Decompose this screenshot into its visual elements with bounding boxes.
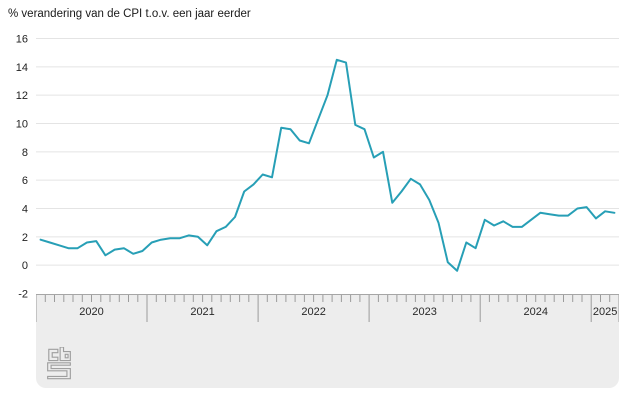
y-tick-label: 10 <box>16 119 28 131</box>
data-line <box>39 58 616 272</box>
year-label-2023: 2023 <box>412 306 437 318</box>
x-axis-ticks <box>36 295 619 322</box>
cbs-logo-letter-c <box>48 348 59 362</box>
y-tick-label: 14 <box>16 62 28 74</box>
chart-title: % verandering van de CPI t.o.v. een jaar… <box>8 8 251 20</box>
y-tick-label: 6 <box>22 175 28 187</box>
year-label-2025: 2025 <box>592 306 618 318</box>
year-label-2021: 2021 <box>190 306 215 318</box>
cbs-logo <box>47 347 71 380</box>
y-tick-label: 2 <box>22 232 28 244</box>
year-label-2022: 2022 <box>301 306 326 318</box>
y-tick-label: 0 <box>22 260 28 272</box>
y-tick-label: -2 <box>18 289 28 301</box>
cbs-logo-letter-s <box>47 362 71 380</box>
x-axis-band: 2020 2021 2022 2023 2024 2025 <box>36 294 619 388</box>
cbs-logo-letter-b <box>59 347 71 362</box>
y-tick-label: 12 <box>16 90 28 102</box>
year-label-2020: 2020 <box>79 306 104 318</box>
y-tick-label: 16 <box>16 34 28 46</box>
year-label-2024: 2024 <box>523 306 548 318</box>
y-tick-label: 8 <box>22 147 28 159</box>
y-tick-label: 4 <box>22 204 28 216</box>
cbs-logo-letter-b-hole <box>64 353 69 359</box>
